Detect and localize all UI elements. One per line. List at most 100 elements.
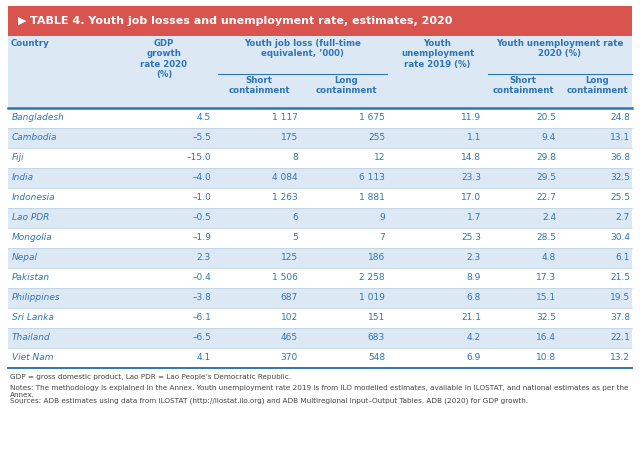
Bar: [8, 308, 632, 328]
Bar: [8, 228, 632, 248]
Text: 21.1: 21.1: [461, 313, 481, 323]
Text: 6.1: 6.1: [616, 253, 630, 263]
Text: 548: 548: [368, 353, 385, 363]
Text: 2.3: 2.3: [196, 253, 211, 263]
Text: 1 263: 1 263: [272, 194, 298, 202]
Text: Country: Country: [11, 39, 50, 48]
Text: Sri Lanka: Sri Lanka: [12, 313, 54, 323]
Text: 9.4: 9.4: [541, 134, 556, 142]
Text: 6 113: 6 113: [359, 174, 385, 183]
Text: 4 084: 4 084: [273, 174, 298, 183]
Text: –5.5: –5.5: [192, 134, 211, 142]
Text: Bangladesh: Bangladesh: [12, 113, 65, 123]
Bar: [8, 268, 632, 288]
Text: 22.7: 22.7: [536, 194, 556, 202]
Text: 4.2: 4.2: [467, 334, 481, 342]
Bar: [8, 148, 632, 168]
Bar: [8, 328, 632, 348]
Text: Sources: ADB estimates using data from ILOSTAT (http://ilostat.ilo.org) and ADB : Sources: ADB estimates using data from I…: [10, 398, 528, 404]
Text: 10.8: 10.8: [536, 353, 556, 363]
Text: GDP
growth
rate 2020
(%): GDP growth rate 2020 (%): [141, 39, 188, 79]
Text: 151: 151: [368, 313, 385, 323]
Text: 1 117: 1 117: [272, 113, 298, 123]
Text: 1 506: 1 506: [272, 274, 298, 282]
Text: 29.5: 29.5: [536, 174, 556, 183]
Text: Viet Nam: Viet Nam: [12, 353, 54, 363]
Text: –6.1: –6.1: [192, 313, 211, 323]
Text: Thailand: Thailand: [12, 334, 51, 342]
Text: 255: 255: [368, 134, 385, 142]
Bar: [8, 208, 632, 228]
Bar: [8, 108, 632, 128]
Text: Nepal: Nepal: [12, 253, 38, 263]
Text: 4.1: 4.1: [196, 353, 211, 363]
Text: 15.1: 15.1: [536, 293, 556, 302]
Text: 1 881: 1 881: [359, 194, 385, 202]
Text: 2 258: 2 258: [360, 274, 385, 282]
Text: Pakistan: Pakistan: [12, 274, 50, 282]
Text: Notes: The methodology is explained in the Annex. Youth unemployment rate 2019 i: Notes: The methodology is explained in t…: [10, 385, 628, 398]
Text: 16.4: 16.4: [536, 334, 556, 342]
Text: 20.5: 20.5: [536, 113, 556, 123]
Text: 9: 9: [380, 213, 385, 223]
Text: Mongolia: Mongolia: [12, 234, 52, 242]
Text: Youth unemployment rate
2020 (%): Youth unemployment rate 2020 (%): [496, 39, 624, 58]
Text: 25.5: 25.5: [610, 194, 630, 202]
Text: 14.8: 14.8: [461, 153, 481, 162]
Bar: [8, 168, 632, 188]
Text: Indonesia: Indonesia: [12, 194, 56, 202]
Text: –1.9: –1.9: [192, 234, 211, 242]
Bar: [8, 248, 632, 268]
Text: Cambodia: Cambodia: [12, 134, 58, 142]
Text: India: India: [12, 174, 34, 183]
Text: –6.5: –6.5: [192, 334, 211, 342]
Text: 19.5: 19.5: [610, 293, 630, 302]
Text: 6.8: 6.8: [467, 293, 481, 302]
Text: 17.3: 17.3: [536, 274, 556, 282]
Text: Youth
unemployment
rate 2019 (%): Youth unemployment rate 2019 (%): [401, 39, 474, 69]
Text: 186: 186: [368, 253, 385, 263]
Text: 683: 683: [368, 334, 385, 342]
Text: 29.8: 29.8: [536, 153, 556, 162]
Text: 1 675: 1 675: [359, 113, 385, 123]
Text: 2.3: 2.3: [467, 253, 481, 263]
Text: –1.0: –1.0: [192, 194, 211, 202]
Bar: [8, 348, 632, 368]
Text: 23.3: 23.3: [461, 174, 481, 183]
Text: –0.4: –0.4: [192, 274, 211, 282]
Text: –15.0: –15.0: [186, 153, 211, 162]
Text: 24.8: 24.8: [610, 113, 630, 123]
Bar: [8, 188, 632, 208]
Text: 32.5: 32.5: [610, 174, 630, 183]
Bar: [8, 36, 632, 108]
Text: GDP = gross domestic product, Lao PDR = Lao People’s Democratic Republic.: GDP = gross domestic product, Lao PDR = …: [10, 374, 291, 380]
Text: 4.5: 4.5: [196, 113, 211, 123]
Text: 7: 7: [380, 234, 385, 242]
Text: –0.5: –0.5: [192, 213, 211, 223]
Text: 36.8: 36.8: [610, 153, 630, 162]
Text: 370: 370: [281, 353, 298, 363]
Text: 465: 465: [281, 334, 298, 342]
Text: TABLE 4. Youth job losses and unemployment rate, estimates, 2020: TABLE 4. Youth job losses and unemployme…: [30, 16, 452, 26]
Text: 32.5: 32.5: [536, 313, 556, 323]
Text: 21.5: 21.5: [610, 274, 630, 282]
Bar: [8, 288, 632, 308]
Text: Youth job loss (full-time
equivalent, ’000): Youth job loss (full-time equivalent, ’0…: [244, 39, 361, 58]
Text: 1.1: 1.1: [467, 134, 481, 142]
Text: 28.5: 28.5: [536, 234, 556, 242]
Text: 6.9: 6.9: [467, 353, 481, 363]
Bar: [8, 128, 632, 148]
Text: Long
containment: Long containment: [315, 76, 377, 95]
Text: 13.1: 13.1: [610, 134, 630, 142]
Text: 687: 687: [281, 293, 298, 302]
Text: Long
containment: Long containment: [566, 76, 628, 95]
Text: 2.4: 2.4: [542, 213, 556, 223]
Text: Lao PDR: Lao PDR: [12, 213, 49, 223]
Text: 4.8: 4.8: [541, 253, 556, 263]
Text: 37.8: 37.8: [610, 313, 630, 323]
Text: 1 019: 1 019: [359, 293, 385, 302]
Text: 1.7: 1.7: [467, 213, 481, 223]
Text: 8.9: 8.9: [467, 274, 481, 282]
Text: 102: 102: [281, 313, 298, 323]
Text: 30.4: 30.4: [610, 234, 630, 242]
